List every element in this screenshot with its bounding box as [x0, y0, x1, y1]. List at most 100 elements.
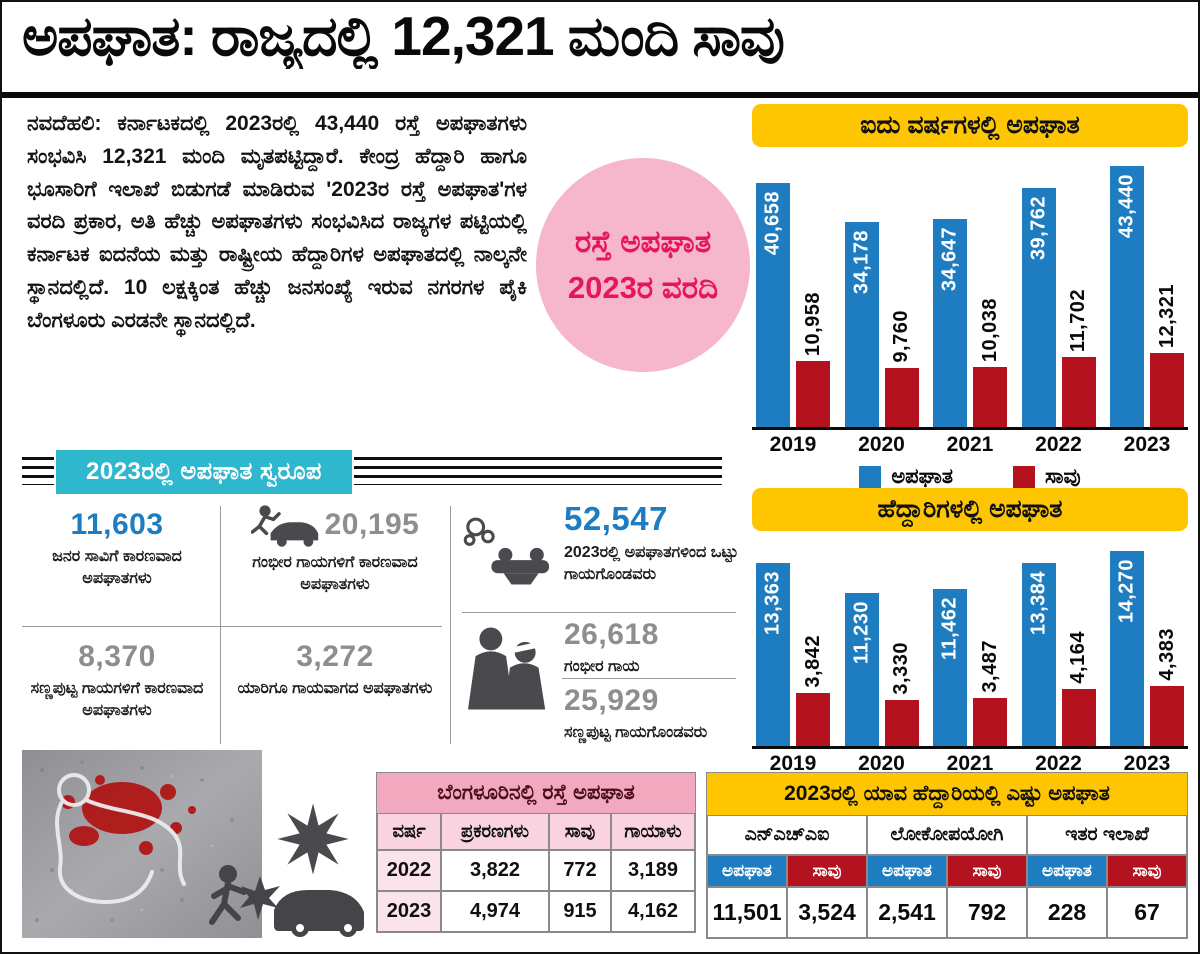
bar-group: 34,178 9,760 — [843, 157, 921, 427]
divider — [462, 612, 736, 613]
bengaluru-accidents-table: ಬೆಂಗಳೂರಿನಲ್ಲಿ ರಸ್ತೆ ಅಪಘಾತ ವರ್ಷ ಪ್ರಕರಣಗಳು… — [376, 772, 696, 933]
bar-group: 39,762 11,702 — [1020, 157, 1098, 427]
deaths-bar — [796, 693, 830, 746]
deaths-swatch-icon — [1012, 466, 1035, 488]
bar-value-label: 11,230 — [850, 601, 872, 665]
stat-minor-injured: 25,929 ಸಣ್ಣಪುಟ್ಟ ಗಾಯಗೊಂಡವರು — [564, 684, 740, 744]
x-axis-label: 2023 — [1123, 433, 1171, 456]
chart-baseline — [752, 427, 1188, 430]
stat-label: ಗಂಭೀರ ಗಾಯ — [564, 658, 640, 675]
chart-plot-area: 40,658 10,958 34,178 9,760 34,647 10,038 39,76… — [752, 157, 1188, 427]
table-subheader-row: ಅಪಘಾತ ಸಾವು ಅಪಘಾತ ಸಾವು ಅಪಘಾತ ಸಾವು — [707, 855, 1187, 887]
stat-value: 11,603 — [70, 508, 164, 541]
stat-value: 20,195 — [324, 508, 420, 541]
divider — [450, 506, 451, 744]
x-axis-label: 2020 — [858, 433, 905, 456]
badge-line2: 2023ರ ವರದಿ — [567, 270, 719, 305]
table-cell: 2023 — [377, 891, 441, 932]
group-header: ಎನ್ಎಚ್ಎಐ — [707, 815, 867, 855]
chart-title: ಐದು ವರ್ಷಗಳಲ್ಲಿ ಅಪಘಾತ — [752, 104, 1188, 147]
chart-x-axis: 2019 2020 2021 2022 2023 — [752, 752, 1188, 776]
table-row: 2022 3,822 772 3,189 — [377, 850, 695, 891]
table-title: 2023ರಲ್ಲಿ ಯಾವ ಹೆದ್ದಾರಿಯಲ್ಲಿ ಎಷ್ಟು ಅಪಘಾತ — [707, 773, 1187, 815]
accidents-bar: 13,384 — [1021, 563, 1056, 746]
asphalt-scene — [22, 750, 262, 938]
stat-label: ಸಣ್ಣಪುಟ್ಟ ಗಾಯಗಳಿಗೆ ಕಾರಣವಾದ ಅಪಘಾತಗಳು — [30, 680, 204, 719]
table-cell: 3,189 — [611, 850, 695, 891]
table-cell: 228 — [1027, 887, 1107, 938]
stat-fatal-accidents: 11,603 ಜನರ ಸಾವಿಗೆ ಕಾರಣವಾದ ಅಪಘಾತಗಳು — [22, 508, 212, 589]
bar-group: 11,462 3,487 — [931, 541, 1009, 746]
bar-group: 40,658 10,958 — [754, 157, 832, 427]
stat-label: ಯಾರಿಗೂ ಗಾಯವಾಗದ ಅಪಘಾತಗಳು — [237, 680, 433, 697]
table-title: ಬೆಂಗಳೂರಿನಲ್ಲಿ ರಸ್ತೆ ಅಪಘಾತ — [377, 773, 695, 813]
column-header: ಸಾವು — [1107, 855, 1187, 887]
stat-no-injury-accidents: 3,272 ಯಾರಿಗೂ ಗಾಯವಾಗದ ಅಪಘಾತಗಳು — [226, 640, 444, 700]
stat-label: ಜನರ ಸಾವಿಗೆ ಕಾರಣವಾದ ಅಪಘಾತಗಳು — [52, 548, 182, 587]
badge-line1: ರಸ್ತೆ ಅಪಘಾತ — [574, 223, 712, 259]
bar-value-label: 10,038 — [978, 297, 1001, 362]
column-header: ಪ್ರಕರಣಗಳು — [441, 813, 549, 850]
car-crash-icon — [209, 865, 364, 937]
stat-label: ಗಂಭೀರ ಗಾಯಗಳಿಗೆ ಕಾರಣವಾದ ಅಪಘಾತಗಳು — [252, 554, 418, 593]
highway-breakdown-table: 2023ರಲ್ಲಿ ಯಾವ ಹೆದ್ದಾರಿಯಲ್ಲಿ ಎಷ್ಟು ಅಪಘಾತ … — [706, 772, 1188, 939]
column-header: ವರ್ಷ — [377, 813, 441, 850]
divider — [562, 678, 736, 679]
headline-divider — [2, 92, 1198, 98]
stat-value: 3,272 — [296, 640, 374, 673]
stat-serious-injury-accidents: 20,195 ಗಂಭೀರ ಗಾಯಗಳಿಗೆ ಕಾರಣವಾದ ಅಪಘಾತಗಳು — [226, 502, 444, 595]
accidents-bar: 39,762 — [1021, 188, 1056, 427]
deaths-bar — [973, 367, 1007, 427]
divider — [220, 506, 221, 744]
collision-star-icon — [277, 803, 349, 875]
bar-value-label: 39,762 — [1027, 196, 1049, 261]
section-title: 2023ರಲ್ಲಿ ಅಪಘಾತ ಸ್ವರೂಪ — [56, 450, 352, 494]
chalk-outline — [55, 773, 186, 904]
x-axis-label: 2019 — [769, 752, 817, 775]
five-year-accident-chart: ಐದು ವರ್ಷಗಳಲ್ಲಿ ಅಪಘಾತ 40,658 10,958 34,178 9… — [752, 104, 1188, 489]
bar-value-label: 14,270 — [1115, 559, 1138, 624]
deaths-bar — [973, 698, 1007, 746]
deaths-bar — [796, 361, 830, 427]
deaths-bar — [884, 700, 919, 746]
bar-value-label: 3,330 — [890, 642, 912, 695]
accidents-bar: 40,658 — [756, 183, 790, 427]
x-axis-label: 2021 — [946, 752, 994, 775]
table-cell: 2,541 — [867, 887, 947, 938]
bar-value-label: 13,363 — [761, 571, 784, 636]
table-group-row: ಎನ್ಎಚ್ಎಐ ಲೋಕೋಪಯೋಗಿ ಇತರ ಇಲಾಖೆ — [707, 815, 1187, 855]
column-header: ಸಾವು — [787, 855, 867, 887]
stat-value: 8,370 — [78, 640, 156, 673]
accidents-bar: 11,230 — [844, 593, 879, 746]
legend-item-accidents: ಅಪಘಾತ — [859, 465, 953, 489]
deaths-bar — [1061, 357, 1096, 427]
column-header: ಅಪಘಾತ — [867, 855, 947, 887]
column-header: ಅಪಘಾತ — [1027, 855, 1107, 887]
injured-person-icon — [467, 627, 546, 710]
bar-group: 43,440 12,321 — [1108, 157, 1186, 427]
table-row: 2023 4,974 915 4,162 — [377, 891, 695, 932]
bar-group: 11,230 3,330 — [843, 541, 921, 746]
accidents-bar: 14,270 — [1110, 551, 1144, 746]
bar-value-label: 11,462 — [938, 597, 961, 661]
stat-value: 52,547 — [564, 500, 668, 537]
accidents-bar: 34,647 — [933, 219, 967, 427]
table-cell: 772 — [549, 850, 611, 891]
chart-x-axis: 2019 2020 2021 2022 2023 — [752, 433, 1188, 457]
stat-total-injured: 52,547 2023ರಲ್ಲಿ ಅಪಘಾತಗಳಿಂದ ಒಟ್ಟು ಗಾಯಗೊಂ… — [564, 500, 740, 585]
stat-value: 26,618 — [564, 618, 659, 651]
accidents-bar: 11,462 — [933, 589, 967, 746]
legend-label: ಸಾವು — [1044, 465, 1081, 488]
accident-scene-photo — [22, 750, 370, 938]
legend-label: ಅಪಘಾತ — [891, 465, 953, 488]
chart-plot-area: 13,363 3,842 11,230 3,330 11,462 3,487 13,384 4… — [752, 541, 1188, 746]
stat-minor-injury-accidents: 8,370 ಸಣ್ಣಪುಟ್ಟ ಗಾಯಗಳಿಗೆ ಕಾರಣವಾದ ಅಪಘಾತಗಳ… — [22, 640, 212, 721]
table-header-row: ವರ್ಷ ಪ್ರಕರಣಗಳು ಸಾವು ಗಾಯಾಳು — [377, 813, 695, 850]
accident-profile-header: 2023ರಲ್ಲಿ ಅಪಘಾತ ಸ್ವರೂಪ — [22, 450, 722, 494]
car-hit-person-icon — [250, 505, 318, 547]
accidents-bar: 34,178 — [844, 222, 879, 427]
bar-value-label: 10,958 — [801, 291, 824, 356]
group-header: ಇತರ ಇಲಾಖೆ — [1027, 815, 1187, 855]
table-cell: 11,501 — [707, 887, 787, 938]
